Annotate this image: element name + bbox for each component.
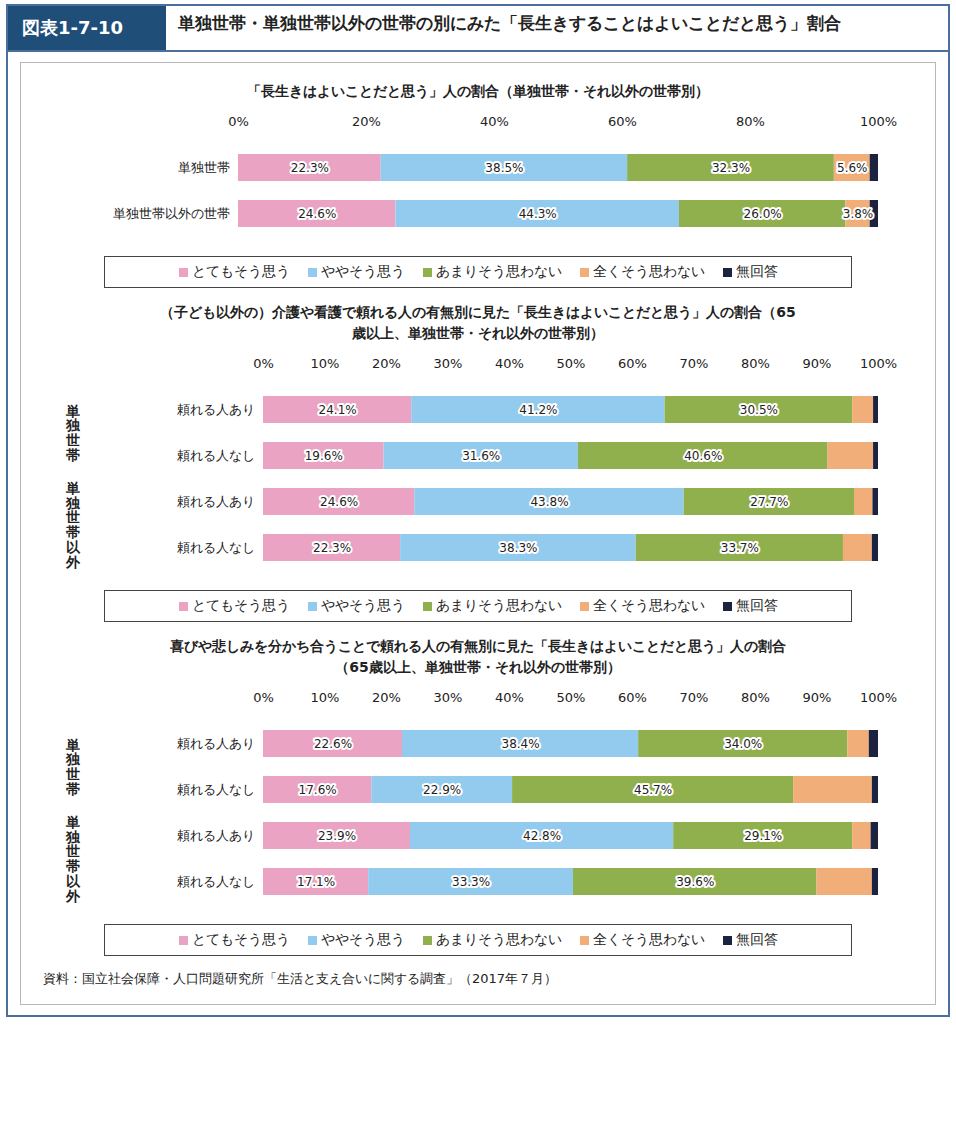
- html-text:とてもそう思う: とてもそう思う: [191, 597, 290, 613]
- svg-text:頼れる人なし: 頼れる人なし: [177, 782, 255, 797]
- svg-text:5.6%: 5.6%: [837, 161, 868, 175]
- svg-text:60%: 60%: [618, 356, 647, 371]
- svg-text:33.3%: 33.3%: [452, 875, 490, 889]
- svg-text:100%: 100%: [860, 690, 897, 705]
- svg-text:41.2%: 41.2%: [519, 403, 557, 417]
- svg-text:29.1%: 29.1%: [744, 829, 782, 843]
- svg-text:頼れる人あり: 頼れる人あり: [177, 494, 255, 509]
- html-text:ややそう思う: ややそう思う: [320, 597, 405, 613]
- svg-text:20%: 20%: [372, 356, 401, 371]
- html-text:全くそう思わない: 全くそう思わない: [592, 263, 705, 279]
- svg-text:33.7%: 33.7%: [721, 541, 759, 555]
- svg-text:60%: 60%: [618, 690, 647, 705]
- svg-text:20%: 20%: [372, 690, 401, 705]
- html-text:単独世帯・単独世帯以外の世帯の別にみた「長生きすることはよい: 単独世帯・単独世帯以外の世帯の別にみた「長生きすることはよいことだと思う」割合: [178, 13, 841, 33]
- svg-text:80%: 80%: [741, 690, 770, 705]
- svg-text:30.5%: 30.5%: [740, 403, 778, 417]
- svg-text:45.7%: 45.7%: [634, 783, 672, 797]
- svg-text:38.3%: 38.3%: [499, 541, 537, 555]
- svg-text:42.8%: 42.8%: [523, 829, 561, 843]
- svg-text:22.9%: 22.9%: [423, 783, 461, 797]
- svg-text:50%: 50%: [557, 690, 586, 705]
- svg-text:単独世帯: 単独世帯: [65, 737, 81, 797]
- svg-text:40.6%: 40.6%: [684, 449, 722, 463]
- svg-text:3.8%: 3.8%: [843, 207, 874, 221]
- svg-text:0%: 0%: [253, 356, 274, 371]
- svg-text:100%: 100%: [860, 356, 897, 371]
- svg-text:39.6%: 39.6%: [676, 875, 714, 889]
- svg-text:17.1%: 17.1%: [297, 875, 335, 889]
- html-text:とてもそう思う: とてもそう思う: [191, 263, 290, 279]
- svg-text:頼れる人なし: 頼れる人なし: [177, 874, 255, 889]
- svg-text:31.6%: 31.6%: [462, 449, 500, 463]
- svg-text:30%: 30%: [434, 690, 463, 705]
- svg-text:頼れる人あり: 頼れる人あり: [177, 402, 255, 417]
- svg-text:頼れる人あり: 頼れる人あり: [177, 736, 255, 751]
- svg-text:23.9%: 23.9%: [318, 829, 356, 843]
- svg-text:30%: 30%: [434, 356, 463, 371]
- svg-text:22.6%: 22.6%: [314, 737, 352, 751]
- html-text:無回答: 無回答: [735, 931, 778, 947]
- html-text:（子ども以外の）介護や看護で頼れる人の有無別に見た「長生きは: （子ども以外の）介護や看護で頼れる人の有無別に見た「長生きはよいことだと思う」人…: [160, 304, 796, 341]
- svg-text:27.7%: 27.7%: [750, 495, 788, 509]
- svg-text:22.3%: 22.3%: [313, 541, 351, 555]
- svg-text:単独世帯以外: 単独世帯以外: [65, 480, 81, 569]
- svg-text:24.1%: 24.1%: [319, 403, 357, 417]
- svg-text:70%: 70%: [680, 356, 709, 371]
- svg-text:頼れる人なし: 頼れる人なし: [177, 540, 255, 555]
- html-text:無回答: 無回答: [735, 597, 778, 613]
- svg-text:24.6%: 24.6%: [320, 495, 358, 509]
- svg-text:26.0%: 26.0%: [744, 207, 782, 221]
- html-text:あまりそう思わない: あまりそう思わない: [435, 597, 562, 613]
- svg-text:60%: 60%: [608, 114, 637, 129]
- svg-text:34.0%: 34.0%: [724, 737, 762, 751]
- svg-text:単独世帯以外: 単独世帯以外: [65, 814, 81, 904]
- html-text:図表1-7-10: 図表1-7-10: [22, 17, 123, 38]
- html-text:ややそう思う: ややそう思う: [320, 263, 405, 279]
- html-text:あまりそう思わない: あまりそう思わない: [435, 263, 562, 279]
- svg-text:43.8%: 43.8%: [530, 495, 568, 509]
- svg-text:10%: 10%: [311, 356, 340, 371]
- svg-text:0%: 0%: [253, 690, 274, 705]
- svg-text:単独世帯以外の世帯: 単独世帯以外の世帯: [113, 206, 230, 221]
- html-text:とてもそう思う: とてもそう思う: [191, 931, 290, 947]
- svg-text:32.3%: 32.3%: [712, 161, 750, 175]
- svg-text:100%: 100%: [860, 114, 897, 129]
- html-text:喜びや悲しみを分かち合うことで頼れる人の有無別に見た「長生き: 喜びや悲しみを分かち合うことで頼れる人の有無別に見た「長生きはよいことだと思う」…: [170, 638, 786, 675]
- html-text:無回答: 無回答: [735, 263, 778, 279]
- svg-text:頼れる人あり: 頼れる人あり: [177, 828, 255, 843]
- svg-text:40%: 40%: [480, 114, 509, 129]
- html-text:資料：国立社会保障・人口問題研究所「生活と支え合いに関する調: 資料：国立社会保障・人口問題研究所「生活と支え合いに関する調査」（2017年７月…: [43, 971, 558, 986]
- svg-text:17.6%: 17.6%: [299, 783, 337, 797]
- svg-text:40%: 40%: [495, 356, 524, 371]
- svg-text:50%: 50%: [557, 356, 586, 371]
- svg-text:80%: 80%: [736, 114, 765, 129]
- svg-text:40%: 40%: [495, 690, 524, 705]
- svg-text:44.3%: 44.3%: [519, 207, 557, 221]
- svg-text:19.6%: 19.6%: [305, 449, 343, 463]
- svg-text:単独世帯: 単独世帯: [65, 403, 81, 463]
- svg-text:70%: 70%: [680, 690, 709, 705]
- svg-text:22.3%: 22.3%: [291, 161, 329, 175]
- svg-text:90%: 90%: [803, 356, 832, 371]
- html-text:全くそう思わない: 全くそう思わない: [592, 597, 705, 613]
- svg-text:90%: 90%: [803, 690, 832, 705]
- svg-text:20%: 20%: [352, 114, 381, 129]
- svg-text:頼れる人なし: 頼れる人なし: [177, 448, 255, 463]
- svg-text:80%: 80%: [741, 356, 770, 371]
- svg-text:24.6%: 24.6%: [298, 207, 336, 221]
- svg-text:単独世帯: 単独世帯: [178, 160, 230, 175]
- html-text:全くそう思わない: 全くそう思わない: [592, 931, 705, 947]
- svg-text:0%: 0%: [228, 114, 249, 129]
- html-text:あまりそう思わない: あまりそう思わない: [435, 931, 562, 947]
- html-text:ややそう思う: ややそう思う: [320, 931, 405, 947]
- svg-text:38.5%: 38.5%: [485, 161, 523, 175]
- svg-text:10%: 10%: [311, 690, 340, 705]
- html-text:「長生きはよいことだと思う」人の割合（単独世帯・それ以外の世: 「長生きはよいことだと思う」人の割合（単独世帯・それ以外の世帯別）: [247, 83, 709, 99]
- svg-text:38.4%: 38.4%: [502, 737, 540, 751]
